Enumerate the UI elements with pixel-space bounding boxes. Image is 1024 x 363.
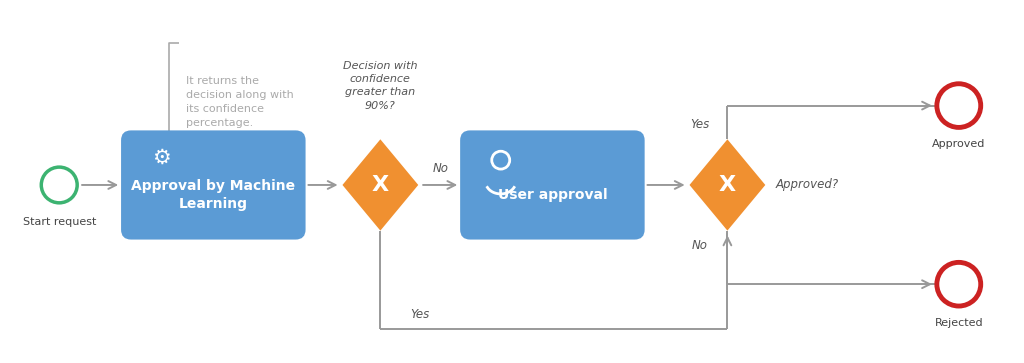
Polygon shape [342, 139, 418, 231]
Text: Yes: Yes [411, 308, 429, 321]
Circle shape [937, 84, 981, 127]
Text: Decision with
confidence
greater than
90%?: Decision with confidence greater than 90… [343, 61, 418, 111]
Text: Yes: Yes [690, 118, 709, 131]
Text: X: X [719, 175, 736, 195]
Text: It returns the
decision along with
its confidence
percentage.: It returns the decision along with its c… [186, 76, 294, 128]
Text: X: X [372, 175, 389, 195]
Text: Approved?: Approved? [775, 179, 839, 191]
Text: Start request: Start request [23, 217, 96, 227]
Circle shape [41, 167, 77, 203]
Text: No: No [432, 162, 449, 175]
Text: Approved: Approved [932, 139, 985, 149]
Text: User approval: User approval [498, 188, 607, 202]
Text: ⚙: ⚙ [153, 148, 171, 168]
Text: Rejected: Rejected [935, 318, 983, 328]
Polygon shape [689, 139, 765, 231]
FancyBboxPatch shape [121, 130, 305, 240]
Text: Approval by Machine
Learning: Approval by Machine Learning [131, 179, 295, 211]
Circle shape [937, 262, 981, 306]
FancyBboxPatch shape [460, 130, 645, 240]
Text: No: No [691, 238, 708, 252]
